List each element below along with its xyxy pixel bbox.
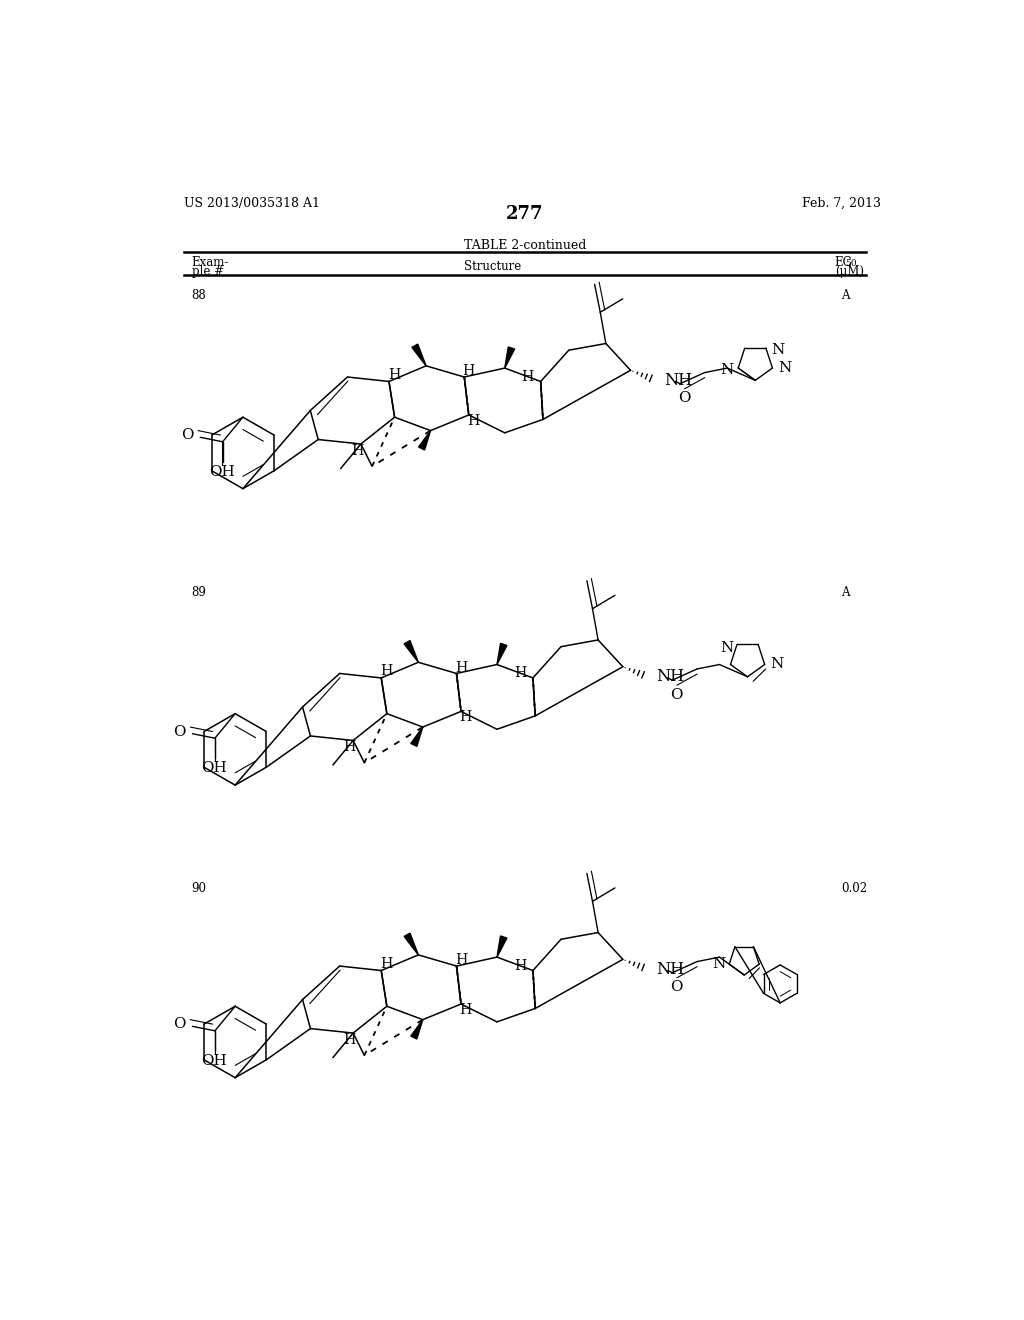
Text: H: H bbox=[467, 413, 479, 428]
Text: NH: NH bbox=[656, 668, 685, 685]
Text: NH: NH bbox=[665, 372, 692, 389]
Text: H: H bbox=[463, 364, 475, 379]
Text: N: N bbox=[721, 363, 734, 378]
Text: O: O bbox=[671, 688, 683, 702]
Text: EC: EC bbox=[835, 256, 852, 269]
Text: O: O bbox=[678, 391, 691, 405]
Polygon shape bbox=[412, 345, 426, 366]
Text: 0.02: 0.02 bbox=[841, 882, 867, 895]
Polygon shape bbox=[419, 430, 430, 450]
Text: H: H bbox=[455, 953, 467, 968]
Text: O: O bbox=[671, 981, 683, 994]
Text: A: A bbox=[841, 586, 850, 599]
Text: Feb. 7, 2013: Feb. 7, 2013 bbox=[802, 197, 882, 210]
Text: H: H bbox=[521, 370, 534, 384]
Text: NH: NH bbox=[656, 961, 685, 978]
Polygon shape bbox=[404, 640, 419, 663]
Text: H: H bbox=[381, 957, 393, 970]
Polygon shape bbox=[411, 727, 423, 746]
Text: OH: OH bbox=[201, 762, 226, 775]
Polygon shape bbox=[404, 933, 419, 954]
Text: 50: 50 bbox=[846, 259, 857, 268]
Text: OH: OH bbox=[201, 1053, 226, 1068]
Text: (μM): (μM) bbox=[835, 265, 864, 279]
Text: 90: 90 bbox=[191, 882, 207, 895]
Text: H: H bbox=[514, 667, 526, 680]
Text: N: N bbox=[778, 360, 792, 375]
Text: Structure: Structure bbox=[464, 260, 521, 273]
Text: A: A bbox=[841, 289, 850, 302]
Text: H: H bbox=[388, 368, 400, 381]
Polygon shape bbox=[497, 643, 507, 664]
Text: O: O bbox=[181, 428, 194, 442]
Text: H: H bbox=[351, 444, 364, 458]
Text: 88: 88 bbox=[191, 289, 206, 302]
Text: H: H bbox=[460, 1003, 472, 1016]
Polygon shape bbox=[411, 1019, 423, 1039]
Text: OH: OH bbox=[209, 465, 234, 479]
Text: O: O bbox=[173, 725, 185, 738]
Text: H: H bbox=[514, 960, 526, 973]
Text: US 2013/0035318 A1: US 2013/0035318 A1 bbox=[183, 197, 319, 210]
Text: N: N bbox=[770, 657, 783, 672]
Text: H: H bbox=[344, 741, 356, 754]
Text: Exam-: Exam- bbox=[191, 256, 229, 269]
Text: H: H bbox=[381, 664, 393, 678]
Polygon shape bbox=[497, 936, 507, 957]
Text: TABLE 2-continued: TABLE 2-continued bbox=[464, 239, 586, 252]
Text: N: N bbox=[771, 343, 784, 358]
Text: O: O bbox=[173, 1018, 185, 1031]
Text: H: H bbox=[460, 710, 472, 723]
Text: 277: 277 bbox=[506, 205, 544, 223]
Polygon shape bbox=[505, 347, 515, 368]
Text: H: H bbox=[344, 1032, 356, 1047]
Text: N: N bbox=[721, 640, 733, 655]
Text: H: H bbox=[455, 661, 467, 675]
Text: N: N bbox=[713, 957, 726, 972]
Text: ple #: ple # bbox=[191, 264, 223, 277]
Text: 89: 89 bbox=[191, 586, 207, 599]
